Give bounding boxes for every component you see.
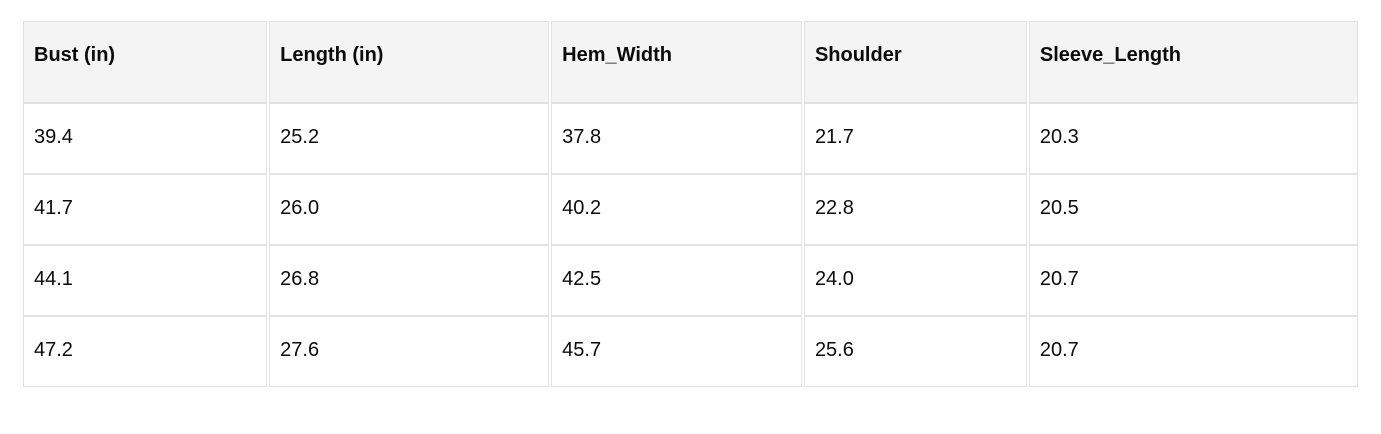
column-header-shoulder: Shoulder: [803, 21, 1027, 103]
table-cell: 26.0: [269, 174, 550, 245]
table-row: 44.1 26.8 42.5 24.0 20.7: [23, 245, 1358, 316]
table-cell: 25.2: [269, 103, 550, 174]
table-cell: 20.3: [1028, 103, 1358, 174]
table-cell: 20.5: [1028, 174, 1358, 245]
table-cell: 22.8: [803, 174, 1027, 245]
table-cell: 47.2: [23, 316, 268, 387]
table-cell: 21.7: [803, 103, 1027, 174]
column-header-length: Length (in): [269, 21, 550, 103]
table-cell: 26.8: [269, 245, 550, 316]
table-cell: 27.6: [269, 316, 550, 387]
table-cell: 20.7: [1028, 316, 1358, 387]
table-cell: 42.5: [551, 245, 802, 316]
column-header-bust: Bust (in): [23, 21, 268, 103]
table-cell: 37.8: [551, 103, 802, 174]
table-cell: 39.4: [23, 103, 268, 174]
measurements-table: Bust (in) Length (in) Hem_Width Shoulder…: [21, 21, 1360, 387]
table-cell: 45.7: [551, 316, 802, 387]
table-cell: 41.7: [23, 174, 268, 245]
table-row: 39.4 25.2 37.8 21.7 20.3: [23, 103, 1358, 174]
column-header-hem-width: Hem_Width: [551, 21, 802, 103]
table-cell: 44.1: [23, 245, 268, 316]
column-header-sleeve-length: Sleeve_Length: [1028, 21, 1358, 103]
header-row: Bust (in) Length (in) Hem_Width Shoulder…: [23, 21, 1358, 103]
table-cell: 40.2: [551, 174, 802, 245]
table-cell: 25.6: [803, 316, 1027, 387]
table-cell: 20.7: [1028, 245, 1358, 316]
table-row: 47.2 27.6 45.7 25.6 20.7: [23, 316, 1358, 387]
table-cell: 24.0: [803, 245, 1027, 316]
measurements-table-container: Bust (in) Length (in) Hem_Width Shoulder…: [21, 21, 1360, 387]
table-row: 41.7 26.0 40.2 22.8 20.5: [23, 174, 1358, 245]
